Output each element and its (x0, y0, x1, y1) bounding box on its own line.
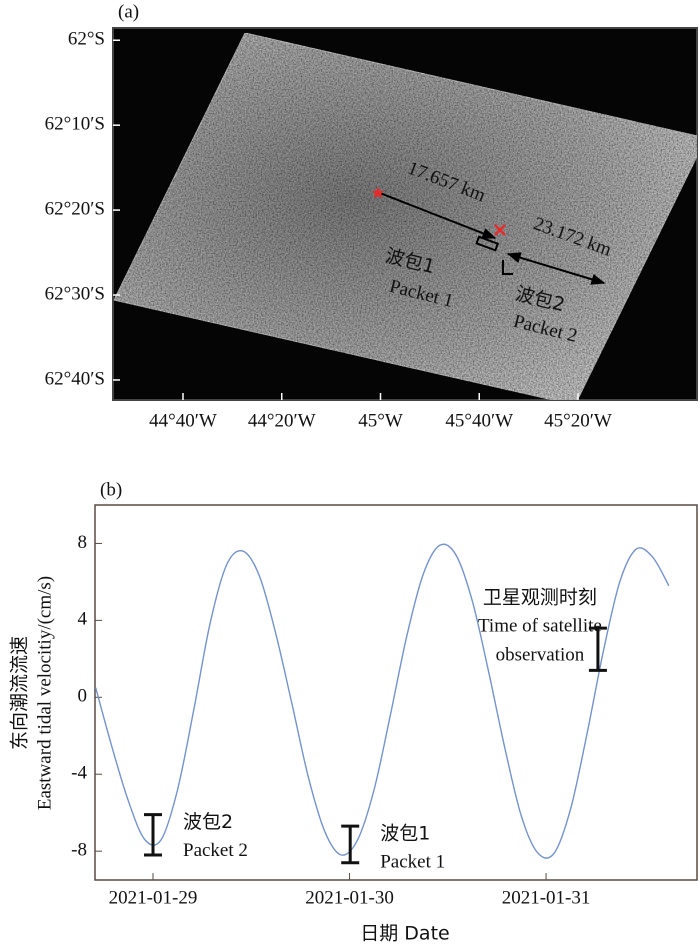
y-tick-label: 62°30′S (45, 283, 105, 304)
plot-frame (94, 504, 698, 881)
marker-l (502, 260, 513, 275)
x-axis-title: 日期 Date (360, 923, 449, 945)
y-tick-label: 62°S (68, 29, 105, 50)
sar-scene (113, 32, 697, 400)
velocity-line (95, 543, 670, 859)
x-tick-label: 44°20′W (248, 410, 316, 431)
interval-label: Time of satellite (478, 615, 602, 636)
y-tick-label: 0 (78, 686, 88, 707)
x-tick-label: 45°40′W (445, 410, 513, 431)
y-tick-label: -4 (71, 763, 87, 784)
red-star (372, 187, 384, 198)
arrow (379, 192, 497, 239)
interval-bar (588, 626, 607, 672)
interval-label: observation (496, 644, 585, 665)
panel-label: (b) (100, 479, 122, 500)
interval-label: Packet 2 (183, 840, 248, 861)
x-tick-label: 45°20′W (544, 410, 612, 431)
marker-box (475, 235, 500, 252)
interval-label: 卫星观测时刻 (483, 587, 597, 609)
interval-bar (144, 813, 163, 857)
arrow (506, 252, 606, 285)
x-tick-label: 45°W (358, 410, 403, 431)
x-tick-label: 2021-01-29 (109, 887, 198, 908)
y-tick-label: 62°40′S (45, 368, 105, 389)
y-tick-label: 62°20′S (45, 198, 105, 219)
panel-label: (a) (118, 1, 139, 22)
y-axis-title: Eastward tidal velocitiy/(cm/s) (34, 576, 55, 810)
y-axis-title: 东向潮流流速 (9, 636, 31, 750)
sar-image (113, 32, 697, 400)
x-tick-label: 44°40′W (149, 410, 217, 431)
x-tick-label: 2021-01-30 (305, 887, 394, 908)
x-tick-label: 2021-01-31 (502, 887, 591, 908)
interval-label: 波包1 (380, 823, 430, 845)
red-cross (494, 224, 506, 236)
interval-label: Packet 1 (380, 852, 445, 873)
interval-label: 波包2 (183, 811, 233, 833)
y-tick-label: -8 (71, 840, 87, 861)
y-tick-label: 8 (78, 532, 88, 553)
y-tick-label: 4 (78, 609, 88, 630)
y-tick-label: 62°10′S (45, 114, 105, 135)
interval-bar (341, 824, 360, 865)
